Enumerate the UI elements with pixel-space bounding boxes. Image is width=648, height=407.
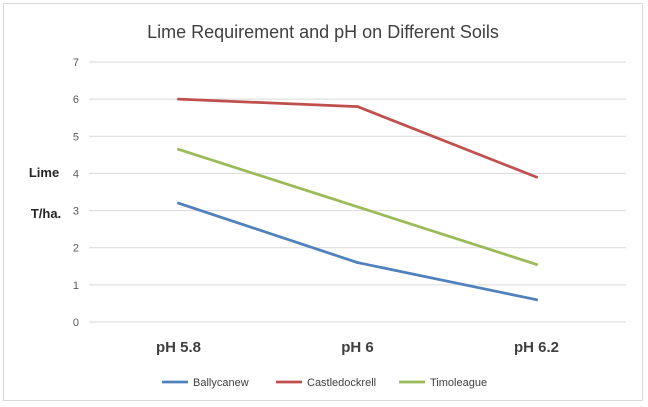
y-tick-label: 1	[73, 280, 79, 292]
x-tick-label: pH 6	[341, 339, 374, 356]
y-axis-label-line-2: T/ha.	[31, 206, 61, 221]
y-tick-label: 5	[73, 131, 79, 143]
y-tick-label: 0	[73, 317, 79, 329]
y-tick-label: 4	[73, 168, 79, 180]
y-tick-label: 3	[73, 206, 79, 218]
y-axis-label-line-1: Lime	[29, 165, 59, 180]
y-axis-ticks: 0 1 2 3 4 5 6 7	[73, 57, 79, 329]
data-point	[177, 97, 180, 101]
data-point	[356, 205, 359, 209]
x-tick-label: pH 6.2	[514, 339, 559, 356]
y-tick-label: 2	[73, 243, 79, 255]
y-tick-label: 7	[73, 57, 79, 69]
data-point	[356, 261, 359, 264]
y-tick-label: 6	[73, 94, 79, 106]
data-point	[535, 175, 538, 179]
x-tick-label: pH 5.8	[156, 339, 201, 356]
y-axis-label: Lime T/ha.	[29, 165, 61, 221]
legend-label: Timoleague	[430, 377, 487, 389]
gridlines	[89, 61, 626, 323]
line-chart: Lime Requirement and pH on Different Soi…	[29, 22, 626, 389]
chart-frame: Lime Requirement and pH on Different Soi…	[3, 3, 643, 401]
data-point	[356, 105, 359, 108]
x-axis-ticks: pH 5.8 pH 6 pH 6.2	[156, 339, 559, 356]
data-point	[535, 298, 538, 302]
legend-label: Castledockrell	[307, 377, 376, 389]
chart-title: Lime Requirement and pH on Different Soi…	[147, 22, 499, 42]
data-point	[177, 147, 180, 151]
data-point	[177, 201, 180, 205]
series-lines	[177, 97, 538, 302]
legend: Ballycanew Castledockrell Timoleague	[162, 377, 487, 389]
data-point	[535, 263, 538, 266]
legend-label: Ballycanew	[193, 377, 249, 389]
